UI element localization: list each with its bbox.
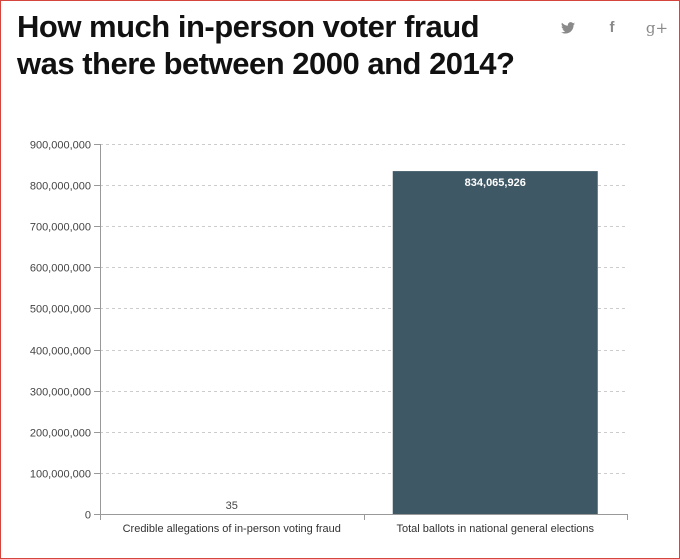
y-tick-label: 900,000,000 bbox=[30, 140, 91, 152]
facebook-f-icon[interactable]: f bbox=[609, 19, 615, 36]
y-tick-label: 500,000,000 bbox=[30, 304, 91, 316]
y-tick-label: 600,000,000 bbox=[30, 263, 91, 275]
chart-title: How much in-person voter fraud was there… bbox=[17, 9, 515, 81]
y-tick-label: 200,000,000 bbox=[30, 428, 91, 440]
x-axis-category-labels: Credible allegations of in-person voting… bbox=[123, 523, 595, 535]
y-tick-label: 100,000,000 bbox=[30, 469, 91, 481]
y-tick-label: 400,000,000 bbox=[30, 346, 91, 358]
x-category-label: Credible allegations of in-person voting… bbox=[123, 523, 341, 535]
twitter-bird-icon[interactable] bbox=[558, 17, 578, 39]
x-category-label: Total ballots in national general electi… bbox=[396, 523, 594, 535]
bar-data-label: 834,065,926 bbox=[465, 177, 526, 189]
axes bbox=[100, 144, 628, 520]
y-tick-label: 300,000,000 bbox=[30, 387, 91, 399]
bar-data-label: 35 bbox=[226, 500, 238, 512]
data-labels: 35 834,065,926 bbox=[226, 177, 526, 512]
bar bbox=[392, 171, 598, 514]
y-tick-label: 0 bbox=[85, 510, 91, 522]
y-tick-label: 700,000,000 bbox=[30, 222, 91, 234]
y-tick-label: 800,000,000 bbox=[30, 181, 91, 193]
bars bbox=[392, 171, 598, 514]
y-axis-tick-labels: 0 100,000,000 200,000,000 300,000,000 400,00… bbox=[30, 140, 100, 522]
google-plus-icon[interactable]: g+ bbox=[645, 19, 669, 37]
twitter-bird-icon-glyph bbox=[561, 22, 575, 34]
